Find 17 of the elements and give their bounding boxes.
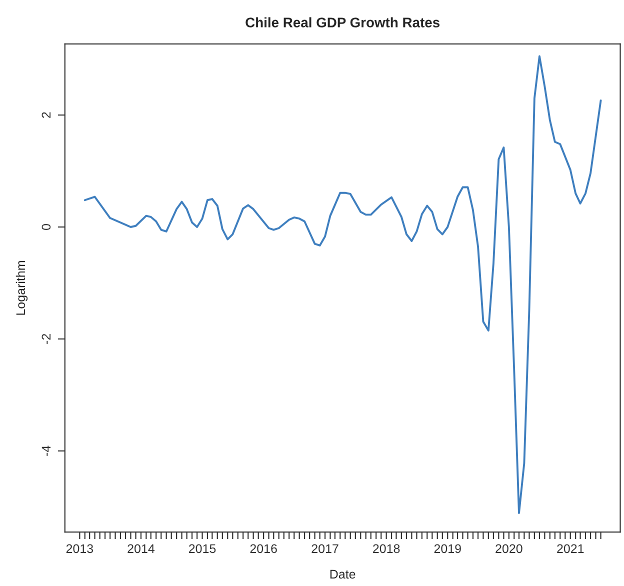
y-tick-label: 0 — [42, 224, 51, 230]
x-tick-label: 2014 — [128, 544, 155, 554]
x-tick-label: 2015 — [188, 544, 216, 554]
x-tick-label: 2013 — [66, 544, 94, 554]
line-series — [84, 55, 602, 514]
y-tick-label: -2 — [42, 334, 50, 344]
x-tick-label: 2017 — [312, 544, 338, 554]
x-tick-label: 2016 — [250, 544, 277, 554]
x-tick-label: 2019 — [434, 544, 461, 554]
x-tick-label: 2021 — [557, 544, 584, 554]
chart-title: Chile Real GDP Growth Rates — [246, 17, 440, 28]
y-tick-label: -4 — [42, 446, 50, 456]
x-tick-label: 2020 — [496, 544, 522, 554]
y-tick-label: 2 — [42, 112, 50, 118]
x-tick-label: 2018 — [373, 544, 400, 554]
x-axis-title: Date — [330, 570, 356, 579]
y-axis-title: Logarithm — [16, 261, 28, 315]
